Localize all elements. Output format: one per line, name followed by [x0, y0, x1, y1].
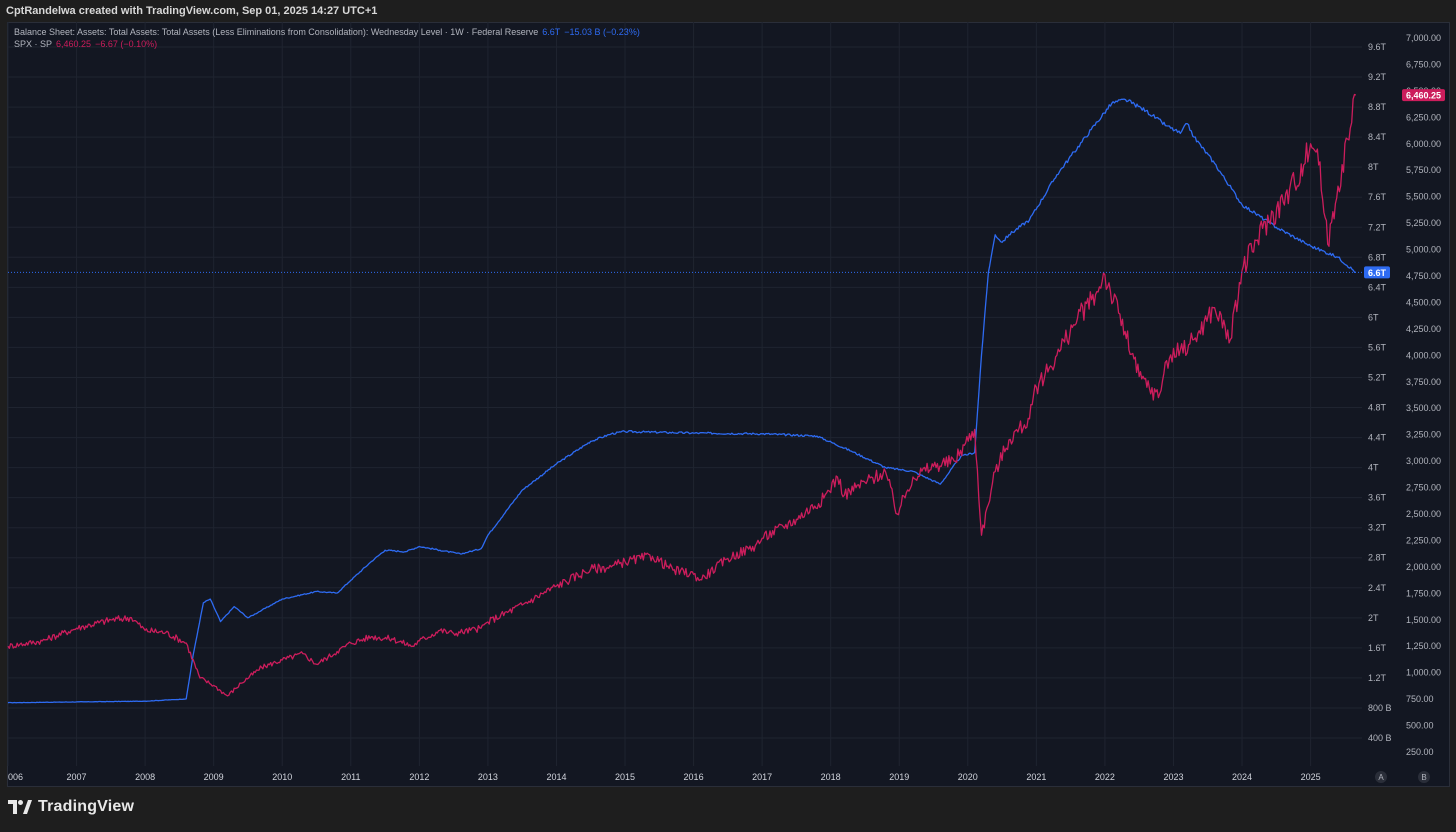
tradingview-logo[interactable]: TradingView [8, 798, 134, 816]
legend-series1[interactable]: Balance Sheet: Assets: Total Assets: Tot… [14, 26, 640, 38]
logo-text: TradingView [38, 798, 135, 815]
chart-area[interactable] [7, 22, 1450, 787]
legend-series2-value: 6,460.25 [56, 39, 92, 49]
tradingview-logo-icon [8, 800, 32, 814]
legend-series1-change: −15.03 B (−0.23%) [564, 27, 640, 37]
header-text: CptRandelwa created with TradingView.com… [6, 5, 378, 17]
legend-series1-value: 6.6T [542, 27, 561, 37]
footer: TradingView [0, 790, 1456, 832]
header: CptRandelwa created with TradingView.com… [0, 0, 1456, 22]
legend: Balance Sheet: Assets: Total Assets: Tot… [14, 26, 640, 50]
legend-series2[interactable]: SPX · SP 6,460.25 −6.67 (−0.10%) [14, 38, 640, 50]
legend-series2-title: SPX · SP [14, 39, 53, 49]
legend-series1-title: Balance Sheet: Assets: Total Assets: Tot… [14, 27, 539, 37]
legend-series2-change: −6.67 (−0.10%) [95, 39, 158, 49]
